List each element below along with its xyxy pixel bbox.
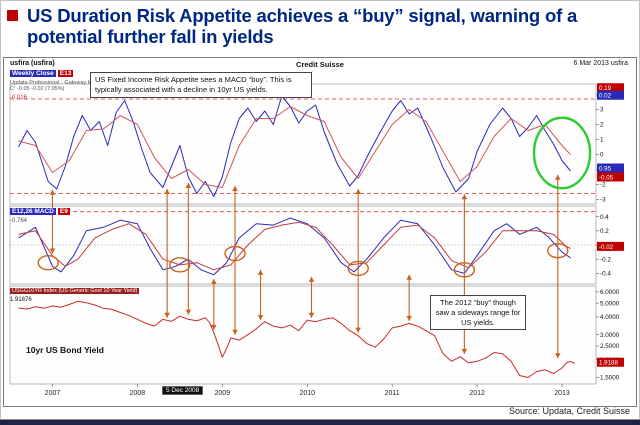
series-line-macd-signal bbox=[18, 221, 571, 271]
arrowhead-down-icon bbox=[232, 329, 238, 335]
arrowhead-up-icon bbox=[406, 274, 412, 280]
y-tick-label: 3.0000 bbox=[600, 332, 620, 339]
panel1-value-readout: -0.016 bbox=[10, 95, 28, 101]
axis-value-badge bbox=[597, 241, 624, 251]
arrowhead-up-icon bbox=[185, 183, 192, 188]
x-tick-label: 2007 bbox=[45, 390, 61, 397]
x-tick-label: 2013 bbox=[554, 390, 570, 397]
panel1-title: Weekly Close E13 bbox=[10, 70, 74, 77]
panel2-title: E12,26 MACD E9 bbox=[10, 208, 70, 215]
axis-value-badge-label: -0.02 bbox=[599, 244, 614, 251]
arrowhead-up-icon bbox=[554, 174, 561, 180]
macd-signal-circle bbox=[37, 255, 59, 271]
arrowhead-up-icon bbox=[164, 189, 170, 194]
x-tick-label: 2009 bbox=[215, 390, 231, 397]
y-tick-label: 4.0000 bbox=[600, 314, 620, 321]
slide-title-row: US Duration Risk Appetite achieves a “bu… bbox=[7, 5, 634, 48]
arrowhead-down-icon bbox=[355, 327, 362, 333]
x-axis: 2007 2008 2009 2010 2011 2012 2013 bbox=[45, 384, 570, 397]
panel2-title-main: E12,26 MACD bbox=[10, 208, 56, 215]
arrowhead-down-icon bbox=[554, 353, 561, 359]
arrowhead-up-icon bbox=[461, 194, 468, 200]
panel3-value-readout: 1.91876 bbox=[10, 297, 32, 303]
panel-risk-appetite: 43210-1-2-30.190.020.95-0.05 bbox=[9, 83, 624, 205]
buy-signal-highlight-ellipse bbox=[532, 116, 592, 190]
slide-title: US Duration Risk Appetite achieves a “bu… bbox=[27, 5, 578, 48]
x-tick-label: 2011 bbox=[385, 390, 400, 397]
x-tick-label: 2012 bbox=[469, 390, 485, 397]
chart-date-label: 6 Mar 2013 usfira bbox=[573, 60, 628, 67]
y-tick-label: -0.2 bbox=[600, 256, 611, 263]
y-tick-label: -2 bbox=[600, 182, 606, 189]
axis-value-badge bbox=[597, 90, 624, 100]
panel-us-10yr-yield: 6.00005.00004.00003.00002.50002.00001.50… bbox=[9, 285, 624, 385]
arrowhead-up-icon bbox=[211, 279, 217, 285]
arrowhead-up-icon bbox=[257, 269, 264, 275]
yield-series-label: 10yr US Bond Yield bbox=[26, 345, 104, 355]
arrowhead-down-icon bbox=[308, 312, 315, 318]
panel2-title-tag: E9 bbox=[57, 208, 70, 215]
axis-value-badge bbox=[597, 172, 624, 182]
y-tick-label: 0.2 bbox=[600, 228, 609, 235]
arrowhead-up-icon bbox=[355, 189, 362, 194]
y-tick-label: 1.5000 bbox=[600, 375, 620, 382]
panel1-subtext-2: C: -0.05 -0.02 (7.95%) bbox=[10, 86, 65, 92]
title-bullet-icon bbox=[7, 10, 18, 21]
arrowhead-down-icon bbox=[211, 324, 217, 330]
source-attribution: Source: Updata, Credit Suisse bbox=[508, 406, 630, 416]
chart-panel-container: 43210-1-2-30.190.020.95-0.050.40.20-0.2-… bbox=[3, 57, 637, 407]
panel2-value-readout: -0.764 bbox=[10, 218, 28, 224]
y-tick-label: 0.4 bbox=[600, 214, 609, 221]
panel1-title-tag: E13 bbox=[57, 70, 74, 77]
x-tick-label: 2010 bbox=[299, 390, 315, 397]
axis-value-badge-label: 0.95 bbox=[599, 165, 612, 172]
x-tick-label: 2008 bbox=[130, 390, 146, 397]
axis-value-badge-label: 1.9188 bbox=[599, 360, 618, 367]
panel3-title: USGG10YR Index (US Generic Govt 10 Year … bbox=[10, 288, 140, 294]
buy-signal-arrows bbox=[49, 174, 561, 359]
y-tick-label: 5.0000 bbox=[600, 300, 620, 307]
panel-macd: 0.40.20-0.2-0.4-0.02 bbox=[9, 205, 624, 285]
axis-value-badge-label: -0.05 bbox=[599, 174, 614, 181]
arrowhead-up-icon bbox=[308, 276, 315, 282]
arrowhead-down-icon bbox=[164, 312, 170, 318]
arrowhead-down-icon bbox=[257, 315, 264, 321]
series-line-us-fixed-income-risk-appetite bbox=[18, 95, 571, 197]
annotation-macd-buy: US Fixed Income Risk Appetite sees a MAC… bbox=[90, 72, 312, 98]
y-tick-label: 0 bbox=[600, 152, 604, 159]
series-line-usgg10yr bbox=[18, 300, 576, 378]
arrowhead-up-icon bbox=[232, 186, 238, 191]
chart-brand-label: Credit Suisse bbox=[296, 60, 344, 69]
annotation-2012-buy: The 2012 “buy” though saw a sideways ran… bbox=[430, 295, 526, 331]
arrowhead-down-icon bbox=[461, 348, 468, 354]
axis-value-badge-label: 0.19 bbox=[599, 85, 612, 92]
chart-ticker-label: usfira (usfira) bbox=[10, 60, 55, 67]
y-tick-label: -0.4 bbox=[600, 271, 611, 278]
y-tick-label: 2 bbox=[600, 122, 604, 129]
y-tick-label: 2.5000 bbox=[600, 343, 620, 350]
slide-bottom-bar bbox=[0, 419, 640, 425]
y-tick-label: 6.0000 bbox=[600, 289, 620, 296]
date-flag-label: 5 Dec 2008 bbox=[162, 386, 204, 395]
series-line-macd bbox=[18, 217, 571, 276]
series-line-signal bbox=[18, 106, 571, 188]
arrowhead-down-icon bbox=[185, 309, 192, 315]
arrowhead-down-icon bbox=[406, 315, 412, 321]
axis-value-badge bbox=[597, 163, 624, 173]
axis-value-badge-label: 0.02 bbox=[599, 93, 612, 100]
axis-value-badge bbox=[597, 357, 624, 367]
axis-value-badge bbox=[597, 83, 624, 93]
y-tick-label: 3 bbox=[600, 107, 604, 114]
y-tick-label: -3 bbox=[600, 197, 606, 204]
arrowhead-down-icon bbox=[49, 248, 56, 254]
panel1-title-main: Weekly Close bbox=[10, 70, 56, 77]
y-tick-label: 1 bbox=[600, 137, 604, 144]
panel1-subtext-1: Updata Professional - Gateway Internal bbox=[10, 80, 106, 86]
macd-signal-circle bbox=[169, 257, 191, 273]
arrowhead-up-icon bbox=[49, 189, 56, 195]
